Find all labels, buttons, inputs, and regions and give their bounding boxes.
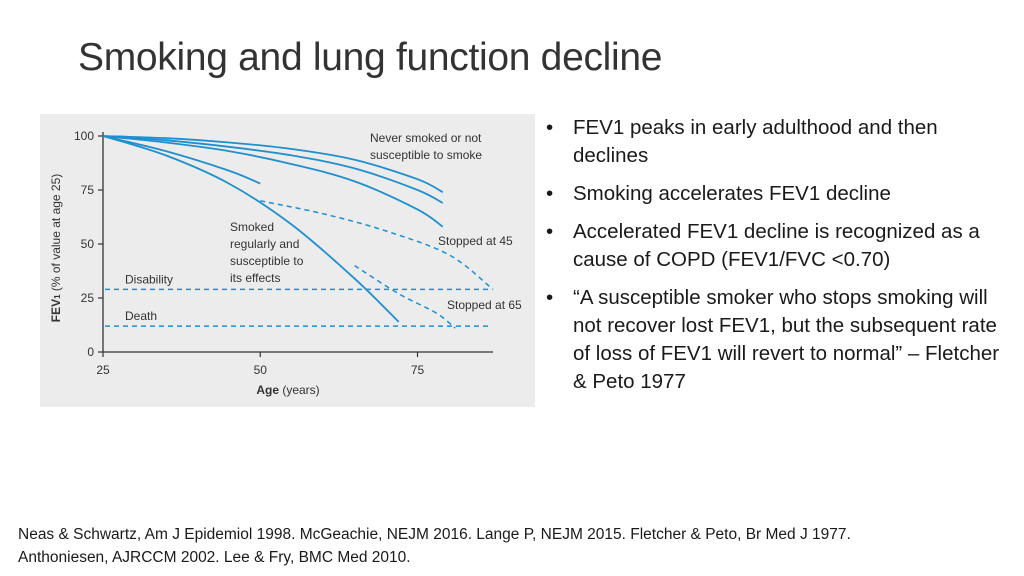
annotation-label: Never smoked or not (370, 131, 482, 145)
bullet-item: • Smoking accelerates FEV1 decline (542, 180, 1014, 208)
bullet-text: Accelerated FEV1 decline is recognized a… (573, 220, 980, 271)
bullet-text: FEV1 peaks in early adulthood and then d… (573, 116, 938, 167)
annotation-label: susceptible to smoke (370, 148, 482, 162)
bullet-item: • FEV1 peaks in early adulthood and then … (542, 114, 1014, 170)
annotation-label: susceptible to (230, 254, 304, 268)
series-line-3 (102, 135, 400, 323)
x-tick-label: 25 (96, 363, 110, 377)
annotation-label: Smoked (230, 220, 274, 234)
bullet-dot: • (546, 220, 554, 243)
series-line-2 (102, 135, 444, 228)
bullet-dot: • (546, 286, 554, 309)
annotation-label: Stopped at 45 (438, 234, 513, 248)
reference-line: Neas & Schwartz, Am J Epidemiol 1998. Mc… (18, 526, 851, 543)
reference-line-label: Death (125, 309, 157, 323)
y-tick-label: 50 (81, 237, 95, 251)
x-tick-label: 50 (254, 363, 268, 377)
y-axis-label: FEV1 (% of value at age 25) (49, 174, 63, 323)
references: Neas & Schwartz, Am J Epidemiol 1998. Mc… (18, 523, 1008, 569)
reference-line-label: Disability (125, 272, 173, 286)
bullet-item: • Accelerated FEV1 decline is recognized … (542, 218, 1014, 274)
annotation-label: Stopped at 65 (447, 298, 522, 312)
x-tick-label: 75 (411, 363, 425, 377)
y-tick-label: 75 (81, 183, 95, 197)
bullet-dot: • (546, 182, 554, 205)
bullet-dot: • (546, 116, 554, 139)
reference-line: Anthoniesen, AJRCCM 2002. Lee & Fry, BMC… (18, 549, 411, 566)
annotation-label: its effects (230, 271, 280, 285)
series-line-1 (102, 135, 444, 204)
series-line-6 (354, 264, 456, 329)
fev1-chart-panel: 0 25 50 75 100 25 50 75 Age (years) FEV1 (% of va… (40, 114, 535, 407)
y-tick-label: 25 (81, 291, 95, 305)
bullet-text: Smoking accelerates FEV1 decline (573, 182, 891, 205)
annotation-label: regularly and (230, 237, 299, 251)
series-line-0 (102, 135, 444, 193)
y-tick-label: 100 (74, 129, 94, 143)
series-line-5 (260, 200, 494, 290)
slide-title: Smoking and lung function decline (78, 36, 663, 79)
bullet-text: “A susceptible smoker who stops smoking … (573, 286, 1000, 393)
bullet-item: • “A susceptible smoker who stops smoking… (542, 284, 1014, 396)
y-tick-label: 0 (87, 345, 94, 359)
bullet-list: • FEV1 peaks in early adulthood and then … (542, 114, 1014, 406)
series-line-4 (102, 135, 261, 185)
x-axis-label: Age (years) (256, 383, 319, 397)
